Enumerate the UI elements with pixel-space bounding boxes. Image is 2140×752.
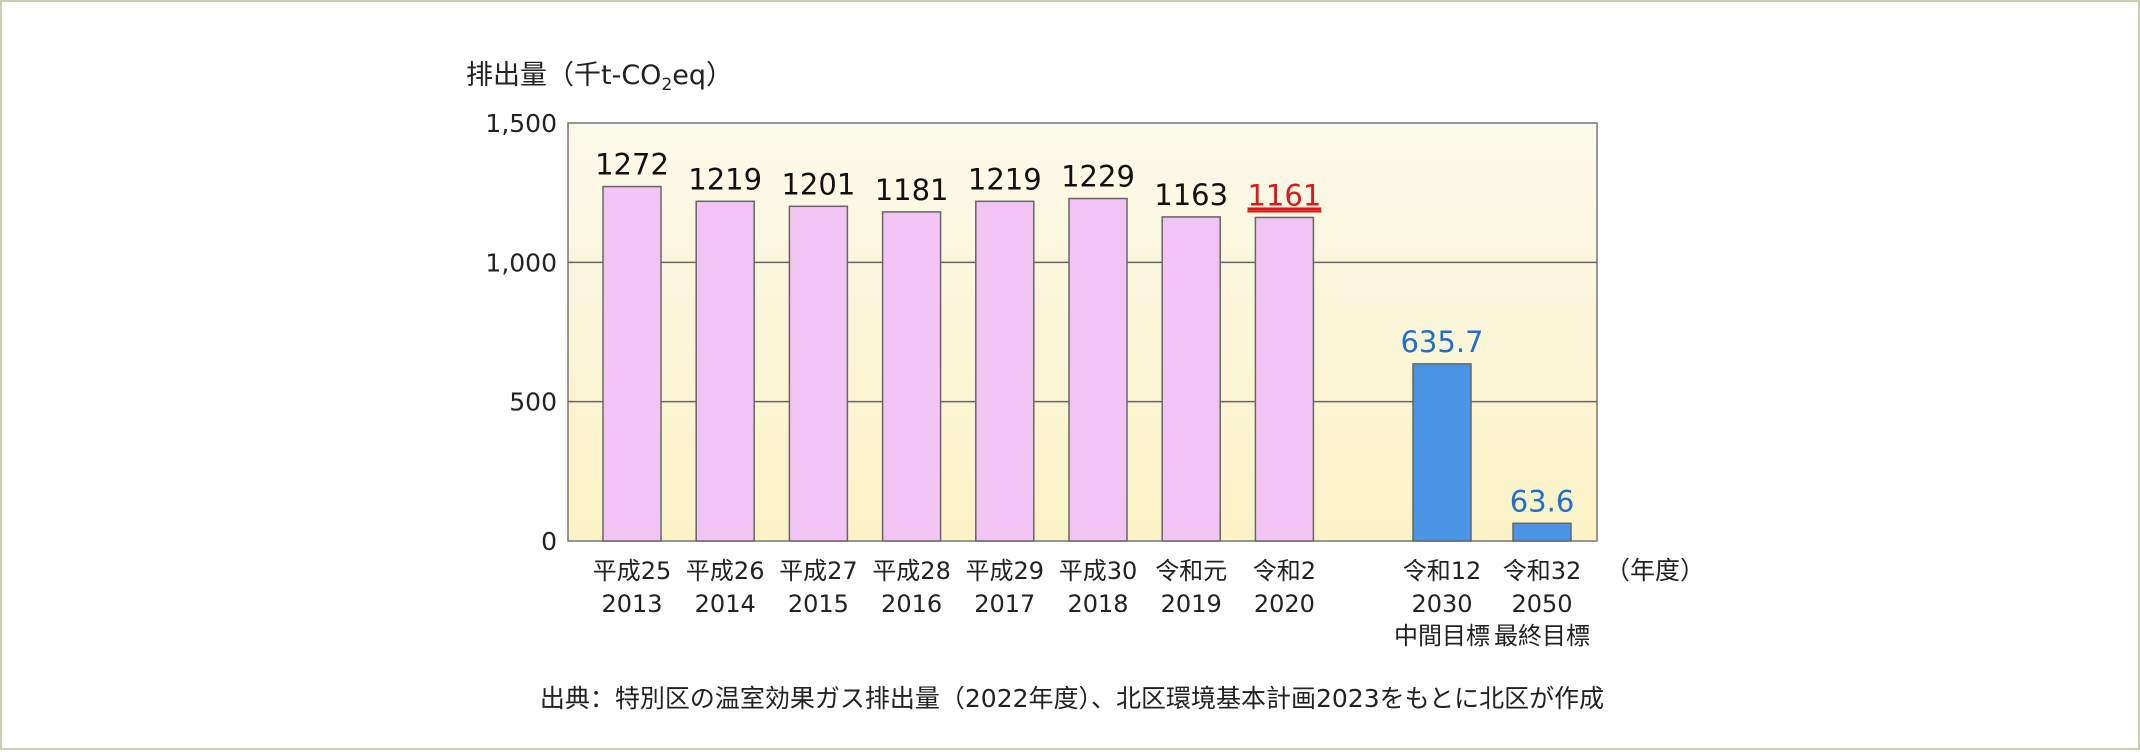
y-axis-label: 排出量（千t-CO2eq）	[466, 60, 733, 95]
bar	[602, 185, 662, 542]
x-year-label: 2050	[1511, 590, 1572, 618]
bar	[1412, 363, 1472, 542]
bar	[975, 200, 1035, 542]
bar-value-label: 1219	[688, 162, 762, 196]
bar-value-label: 635.7	[1400, 325, 1483, 359]
x-year-label: 2019	[1161, 590, 1222, 618]
bar	[1512, 522, 1572, 542]
x-era-label: 令和元	[1155, 557, 1227, 585]
x-era-label: 平成28	[872, 557, 951, 585]
x-era-label: 令和12	[1403, 557, 1482, 585]
x-era-label: 令和2	[1253, 557, 1316, 585]
bar	[695, 200, 755, 542]
bar-value-label: 1181	[875, 173, 949, 207]
x-axis-unit-label: （年度）	[1605, 556, 1705, 585]
x-year-label: 2013	[601, 590, 662, 618]
x-era-label: 平成27	[779, 557, 858, 585]
bar-value-label: 1219	[968, 162, 1042, 196]
x-year-label: 2014	[695, 590, 756, 618]
x-axis-categories: 平成25 2013 平成26 2014 平成27 2015 平成28 2016 平成29 2017…	[593, 557, 1590, 650]
bar	[1161, 216, 1221, 542]
y-tick-label: 1,000	[485, 248, 557, 277]
y-tick-label: 1,500	[485, 109, 557, 138]
bar-value-label: 1161	[1247, 178, 1321, 212]
bar-value-label: 1163	[1154, 178, 1228, 212]
x-year-label: 2030	[1411, 590, 1472, 618]
x-year-label: 2015	[788, 590, 849, 618]
bars: 1272 1219 1201 1181 1219 1229 1163 1161 635.7 63.…	[595, 148, 1575, 542]
x-year-label: 2016	[881, 590, 942, 618]
x-era-label: 平成30	[1059, 557, 1138, 585]
source-note: 出典：特別区の温室効果ガス排出量（2022年度）、北区環境基本計画2023をもと…	[540, 684, 1604, 713]
y-tick-label: 500	[509, 388, 557, 417]
x-target-note: 最終目標	[1494, 622, 1590, 650]
bar-value-label: 1272	[595, 148, 669, 182]
bar	[1068, 197, 1128, 542]
bar	[1254, 216, 1315, 542]
x-era-label: 平成26	[686, 557, 765, 585]
bar-value-label: 1201	[781, 167, 855, 201]
x-target-note: 中間目標	[1394, 622, 1490, 650]
x-era-label: 平成25	[593, 557, 672, 585]
x-year-label: 2018	[1067, 590, 1128, 618]
bar	[788, 205, 849, 542]
x-era-label: 令和32	[1503, 557, 1582, 585]
y-tick-label: 0	[541, 527, 557, 556]
bar-value-label: 1229	[1061, 160, 1135, 194]
x-era-label: 平成29	[966, 557, 1045, 585]
x-year-label: 2020	[1254, 590, 1315, 618]
bar-value-label: 63.6	[1510, 484, 1575, 518]
bar	[881, 211, 942, 542]
x-year-label: 2017	[974, 590, 1035, 618]
y-axis-ticks: 0 500 1,000 1,500	[485, 109, 557, 556]
